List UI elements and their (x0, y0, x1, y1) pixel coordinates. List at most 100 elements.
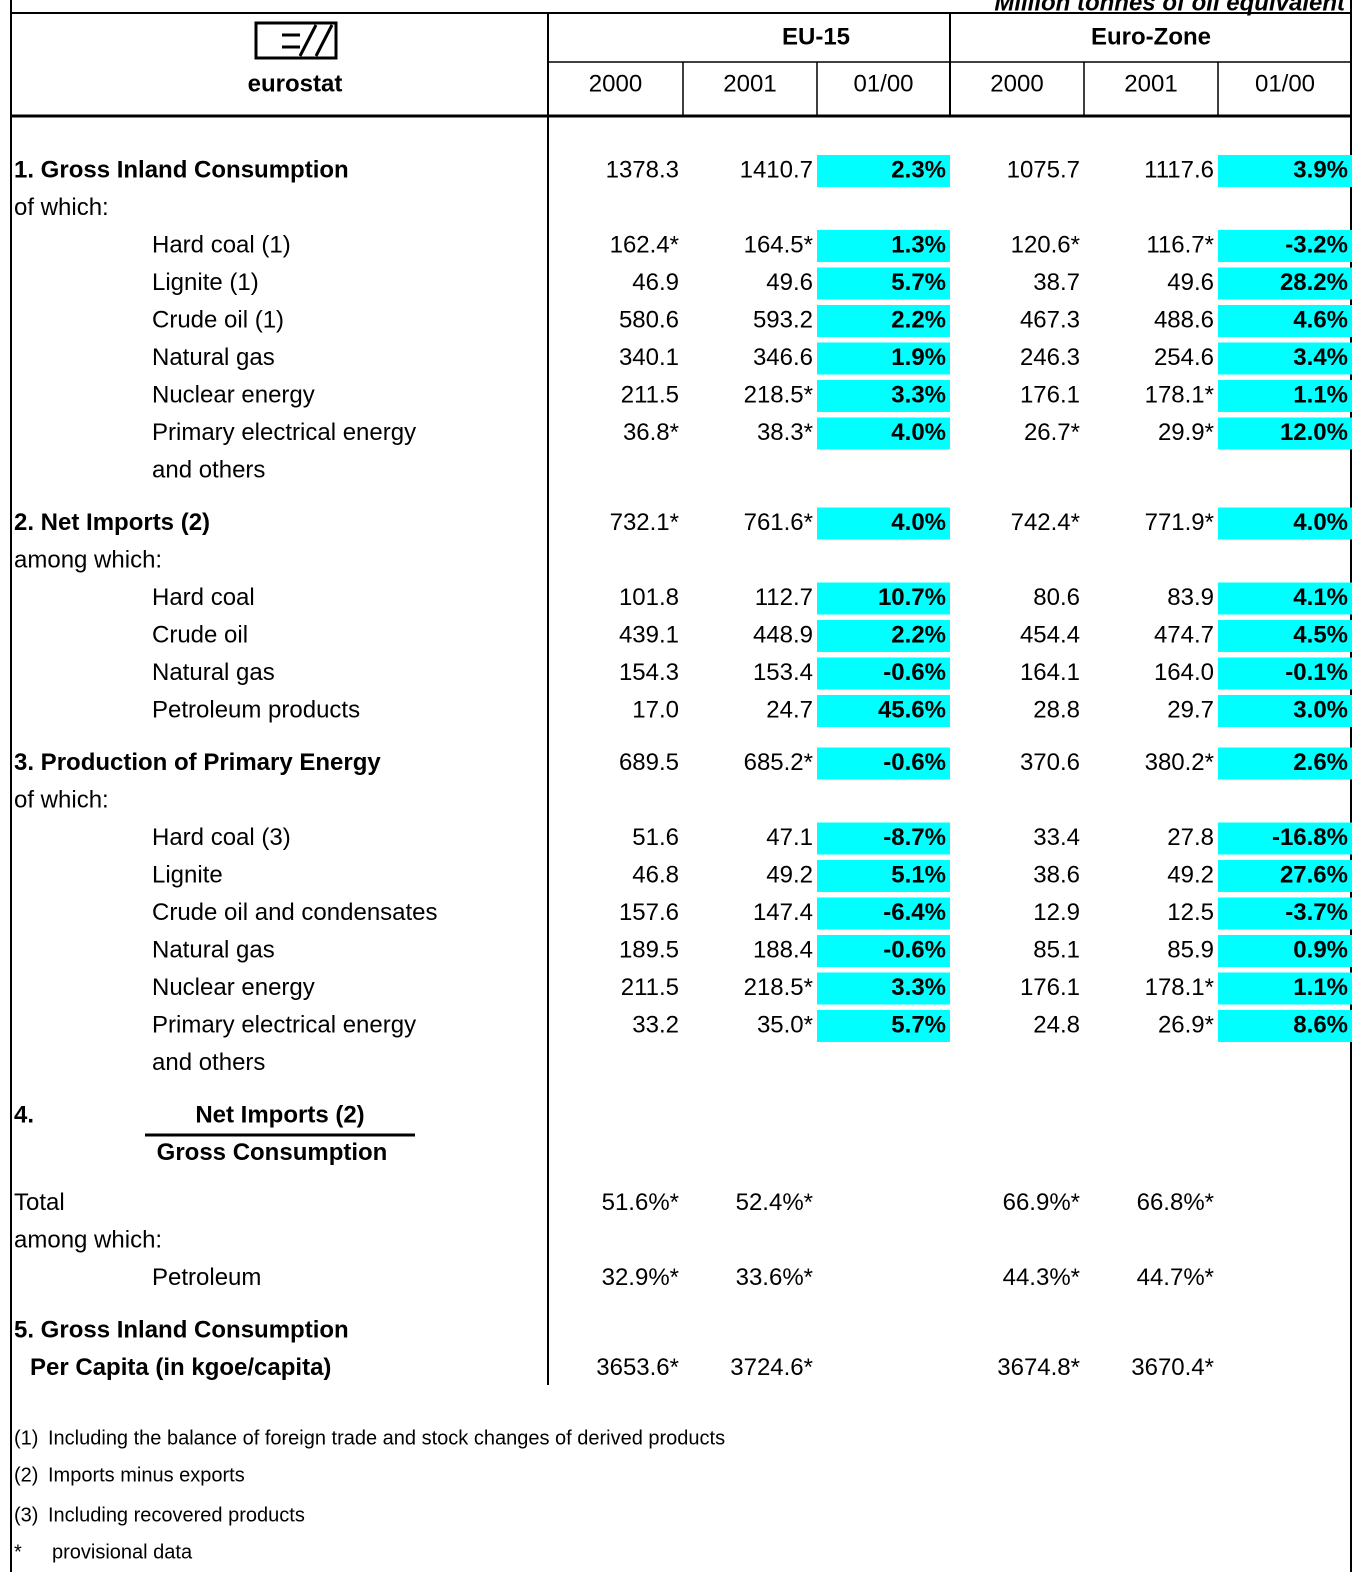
cell: -0.1% (1285, 659, 1348, 686)
cell: -6.4% (883, 899, 946, 926)
cell: 2.6% (1293, 749, 1348, 776)
highlight (1218, 935, 1352, 967)
cell: 12.0% (1280, 419, 1348, 446)
footnote-text: Including recovered products (48, 1504, 305, 1526)
cell: 2.2% (891, 306, 946, 333)
highlight (1218, 582, 1352, 615)
cell: 211.5 (621, 381, 679, 408)
cell: 164.0 (1154, 659, 1214, 686)
cell: 38.6 (1033, 861, 1080, 888)
cell: 4.6% (1293, 306, 1348, 333)
cell: 162.4* (610, 231, 679, 258)
cell: 5.7% (891, 1011, 946, 1038)
highlight (817, 620, 950, 652)
numerator: Net Imports (2) (195, 1101, 364, 1128)
cell: 49.2 (1167, 861, 1214, 888)
row-label: Nuclear energy (152, 974, 315, 1001)
cell: 3670.4* (1131, 1354, 1214, 1381)
cell: 689.5 (619, 749, 679, 776)
cell: -3.7% (1285, 899, 1348, 926)
logo-text: eurostat (248, 70, 343, 97)
cell: 29.7 (1167, 696, 1214, 723)
cell: 52.4%* (736, 1189, 813, 1216)
subheading: of which: (14, 194, 109, 221)
row-label: Primary electrical energy (152, 419, 416, 446)
cell: 370.6 (1020, 749, 1080, 776)
highlight (1218, 155, 1352, 187)
cell: 85.1 (1033, 936, 1080, 963)
cell: 454.4 (1020, 621, 1080, 648)
subheading: of which: (14, 786, 109, 813)
cell: 38.7 (1033, 269, 1080, 296)
cell: 4.1% (1293, 584, 1348, 611)
row-label: Natural gas (152, 659, 275, 686)
cell: 49.2 (766, 861, 813, 888)
cell: 46.8 (632, 861, 679, 888)
cell: 3674.8* (997, 1354, 1080, 1381)
cell: 340.1 (619, 344, 679, 371)
cell: 1410.7 (740, 156, 813, 183)
section-heading: 2. Net Imports (2) (14, 509, 210, 536)
highlight (1218, 1010, 1352, 1042)
row-label: Hard coal (3) (152, 824, 291, 851)
highlight (817, 1010, 950, 1042)
cell: 32.9%* (602, 1264, 679, 1291)
column-header: 01/00 (1255, 70, 1315, 97)
cell: 80.6 (1033, 584, 1080, 611)
row-label: Lignite (152, 861, 223, 888)
row-label: and others (152, 456, 265, 483)
cell: 85.9 (1167, 936, 1214, 963)
highlight (1218, 267, 1352, 300)
cell: 218.5* (744, 381, 813, 408)
row-label: Crude oil (1) (152, 306, 284, 333)
highlight (817, 747, 950, 780)
cell: 12.9 (1033, 899, 1080, 926)
row-label: Hard coal (1) (152, 231, 291, 258)
cell: 467.3 (1020, 306, 1080, 333)
highlight (817, 155, 950, 187)
cell: 771.9* (1145, 509, 1214, 536)
cell: -0.6% (883, 936, 946, 963)
cell: 33.6%* (736, 1264, 813, 1291)
highlight (1218, 695, 1352, 727)
column-header: 2000 (990, 70, 1043, 97)
highlight (817, 972, 950, 1005)
cell: 254.6 (1154, 344, 1214, 371)
cell: 8.6% (1293, 1011, 1348, 1038)
group-header: Euro-Zone (1091, 23, 1211, 50)
cell: -16.8% (1272, 824, 1348, 851)
cell: 3.4% (1293, 344, 1348, 371)
cell: 4.0% (891, 419, 946, 446)
cell: 1378.3 (606, 156, 679, 183)
row-label: Hard coal (152, 584, 255, 611)
cell: 1.3% (891, 231, 946, 258)
highlight (817, 582, 950, 615)
row-label: Petroleum products (152, 696, 360, 723)
cell: 33.4 (1033, 824, 1080, 851)
highlight (1218, 860, 1352, 892)
highlight (817, 267, 950, 300)
cell: 101.8 (619, 584, 679, 611)
cell: 33.2 (632, 1011, 679, 1038)
row-label: Natural gas (152, 936, 275, 963)
highlight (1218, 897, 1352, 930)
cell: 3653.6* (596, 1354, 679, 1381)
cell: 488.6 (1154, 306, 1214, 333)
cell: 176.1 (1020, 381, 1080, 408)
highlight (817, 935, 950, 967)
row-label: Petroleum (152, 1264, 261, 1291)
cell: 17.0 (632, 696, 679, 723)
highlight (817, 380, 950, 412)
cell: 66.8%* (1137, 1189, 1214, 1216)
cell: 47.1 (766, 824, 813, 851)
cell: 120.6* (1011, 231, 1080, 258)
cell: 580.6 (619, 306, 679, 333)
highlight (817, 507, 950, 540)
highlight (1218, 507, 1352, 540)
highlight (817, 342, 950, 375)
cell: 3.3% (891, 381, 946, 408)
cell: 29.9* (1158, 419, 1214, 446)
cell: 189.5 (619, 936, 679, 963)
logo-mark (254, 21, 338, 60)
highlight (817, 657, 950, 690)
